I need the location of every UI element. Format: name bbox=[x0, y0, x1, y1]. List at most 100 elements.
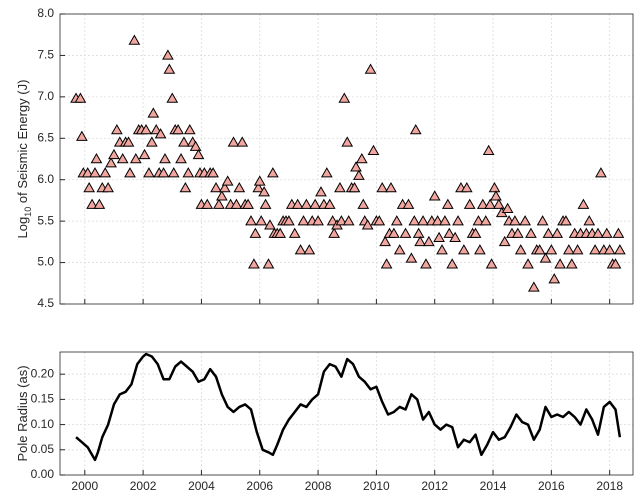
marker bbox=[376, 181, 389, 193]
marker bbox=[409, 123, 422, 135]
marker bbox=[498, 235, 511, 247]
marker bbox=[493, 198, 505, 209]
marker bbox=[124, 167, 136, 178]
marker bbox=[138, 148, 151, 160]
marker bbox=[291, 198, 304, 209]
marker bbox=[335, 215, 348, 226]
marker bbox=[213, 198, 225, 209]
marker bbox=[157, 167, 170, 178]
marker bbox=[342, 215, 355, 226]
marker bbox=[258, 186, 270, 197]
y-tick-label: 7.0 bbox=[37, 89, 54, 103]
marker bbox=[348, 181, 361, 193]
marker bbox=[412, 227, 425, 238]
marker bbox=[482, 144, 495, 155]
marker bbox=[472, 215, 485, 226]
marker bbox=[105, 157, 117, 168]
marker bbox=[83, 181, 96, 193]
marker bbox=[469, 227, 482, 238]
marker bbox=[355, 152, 368, 164]
marker bbox=[414, 235, 426, 247]
marker bbox=[264, 219, 276, 230]
marker bbox=[595, 167, 607, 178]
marker bbox=[230, 198, 243, 209]
y-axis-label: Log10 of Seismic Energy (J) bbox=[15, 80, 33, 239]
marker bbox=[143, 167, 155, 178]
marker bbox=[297, 215, 310, 226]
marker bbox=[380, 258, 393, 269]
plot-area bbox=[60, 14, 633, 304]
y-tick-label: 6.0 bbox=[37, 172, 54, 186]
marker bbox=[255, 215, 268, 226]
marker bbox=[81, 167, 94, 178]
marker bbox=[242, 198, 254, 209]
marker bbox=[341, 136, 354, 147]
marker bbox=[484, 198, 496, 209]
marker bbox=[399, 227, 412, 238]
marker bbox=[449, 231, 461, 242]
marker bbox=[583, 215, 596, 226]
marker bbox=[460, 181, 473, 193]
marker bbox=[227, 136, 240, 147]
marker bbox=[436, 244, 448, 255]
marker bbox=[536, 215, 549, 226]
x-tick-label: 2006 bbox=[246, 479, 273, 493]
marker bbox=[178, 136, 190, 147]
y-tick-label: 0.15 bbox=[31, 392, 55, 406]
marker bbox=[218, 181, 231, 193]
marker bbox=[201, 198, 214, 209]
marker bbox=[609, 258, 622, 269]
marker bbox=[90, 152, 103, 164]
marker bbox=[565, 258, 578, 269]
marker bbox=[215, 190, 228, 201]
marker bbox=[393, 244, 406, 255]
marker bbox=[233, 181, 246, 193]
marker bbox=[560, 215, 572, 226]
marker bbox=[288, 227, 301, 238]
marker bbox=[122, 136, 135, 147]
marker bbox=[612, 227, 625, 238]
marker bbox=[428, 190, 441, 201]
y-tick-label: 5.5 bbox=[37, 213, 54, 227]
marker bbox=[433, 231, 445, 242]
marker bbox=[283, 215, 295, 226]
marker bbox=[501, 202, 514, 213]
marker bbox=[458, 244, 470, 255]
marker bbox=[175, 152, 187, 164]
marker bbox=[485, 258, 498, 269]
y-axis-label: Pole Radius (as) bbox=[15, 365, 30, 461]
marker bbox=[614, 244, 626, 255]
marker bbox=[379, 235, 391, 247]
marker bbox=[390, 215, 403, 226]
marker bbox=[525, 227, 537, 238]
marker bbox=[74, 92, 87, 103]
marker bbox=[408, 215, 421, 226]
marker bbox=[172, 123, 184, 135]
marker bbox=[423, 235, 435, 247]
marker bbox=[111, 123, 123, 135]
marker bbox=[364, 63, 377, 74]
marker bbox=[210, 181, 222, 193]
marker bbox=[267, 167, 279, 178]
marker bbox=[551, 227, 564, 238]
x-tick-label: 2018 bbox=[596, 479, 623, 493]
marker bbox=[128, 34, 141, 45]
marker bbox=[99, 167, 112, 178]
marker bbox=[514, 244, 527, 255]
marker bbox=[545, 244, 558, 255]
marker bbox=[245, 215, 257, 226]
marker bbox=[350, 161, 362, 172]
marker bbox=[367, 144, 380, 155]
marker bbox=[357, 198, 370, 209]
marker bbox=[236, 136, 249, 147]
marker bbox=[179, 181, 192, 193]
marker bbox=[259, 198, 272, 209]
marker bbox=[417, 215, 429, 226]
axes-frame bbox=[59, 351, 634, 476]
x-tick-label: 2014 bbox=[480, 479, 507, 493]
x-tick-label: 2004 bbox=[188, 479, 215, 493]
marker bbox=[116, 152, 129, 164]
marker bbox=[542, 227, 555, 238]
marker bbox=[253, 175, 266, 186]
marker bbox=[577, 198, 590, 209]
